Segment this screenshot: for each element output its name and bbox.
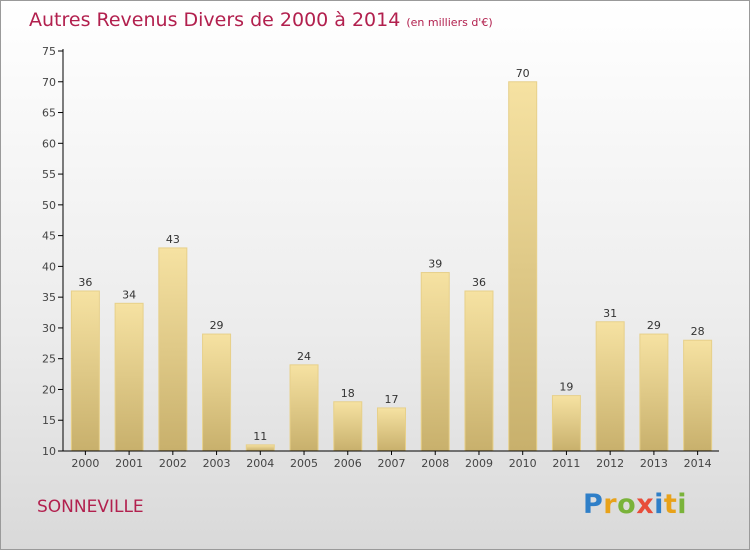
value-label-2013: 29 bbox=[647, 319, 661, 332]
x-tick-label-2005: 2005 bbox=[290, 457, 318, 470]
x-tick-label-2006: 2006 bbox=[334, 457, 362, 470]
y-tick-label-35: 35 bbox=[42, 291, 56, 304]
x-tick-label-2011: 2011 bbox=[552, 457, 580, 470]
bar-2005 bbox=[289, 364, 319, 452]
value-label-2001: 34 bbox=[122, 288, 136, 301]
x-tick-label-2007: 2007 bbox=[378, 457, 406, 470]
city-name: SONNEVILLE bbox=[37, 497, 144, 517]
bar-2004 bbox=[245, 444, 275, 452]
bar-2002 bbox=[158, 247, 188, 452]
y-tick-label-40: 40 bbox=[42, 260, 56, 273]
value-label-2004: 11 bbox=[253, 430, 267, 443]
y-tick-label-75: 75 bbox=[42, 45, 56, 58]
bar-2011 bbox=[551, 395, 581, 452]
x-tick-label-2012: 2012 bbox=[596, 457, 624, 470]
x-tick-label-2001: 2001 bbox=[115, 457, 143, 470]
bar-2003 bbox=[202, 333, 232, 452]
y-tick-label-10: 10 bbox=[42, 445, 56, 458]
x-tick-label-2013: 2013 bbox=[640, 457, 668, 470]
x-tick-label-2003: 2003 bbox=[203, 457, 231, 470]
x-tick-label-2009: 2009 bbox=[465, 457, 493, 470]
y-tick-label-70: 70 bbox=[42, 76, 56, 89]
value-label-2011: 19 bbox=[559, 381, 573, 394]
x-tick-label-2014: 2014 bbox=[684, 457, 712, 470]
x-tick-label-2008: 2008 bbox=[421, 457, 449, 470]
y-tick-label-55: 55 bbox=[42, 168, 56, 181]
value-label-2012: 31 bbox=[603, 307, 617, 320]
bar-2010 bbox=[508, 81, 538, 452]
bars-group: 36 34 43 29 11 24 18 17 39 36 70 19 31 29 28 bbox=[70, 67, 713, 452]
y-tick-label-15: 15 bbox=[42, 414, 56, 427]
value-label-2010: 70 bbox=[516, 67, 530, 80]
bar-2006 bbox=[333, 401, 363, 452]
x-tick-label-2000: 2000 bbox=[71, 457, 99, 470]
chart-title-unit: (en milliers d'€) bbox=[406, 16, 493, 29]
bar-2000 bbox=[70, 290, 100, 452]
x-tick-label-2010: 2010 bbox=[509, 457, 537, 470]
chart-title-main: Autres Revenus Divers de 2000 à 2014 bbox=[29, 9, 401, 31]
value-label-2003: 29 bbox=[210, 319, 224, 332]
proxiti-logo: Proxiti bbox=[583, 489, 688, 520]
bar-2009 bbox=[464, 290, 494, 452]
value-label-2005: 24 bbox=[297, 350, 311, 363]
y-tick-label-25: 25 bbox=[42, 353, 56, 366]
y-tick-label-20: 20 bbox=[42, 383, 56, 396]
value-label-2007: 17 bbox=[385, 393, 399, 406]
y-tick-label-50: 50 bbox=[42, 199, 56, 212]
y-tick-label-45: 45 bbox=[42, 230, 56, 243]
x-tick-label-2004: 2004 bbox=[246, 457, 274, 470]
value-label-2002: 43 bbox=[166, 233, 180, 246]
y-tick-label-65: 65 bbox=[42, 107, 56, 120]
axes-group: 2000 2001 2002 2003 2004 2005 2006 2007 2008 2009… bbox=[42, 45, 719, 470]
value-label-2009: 36 bbox=[472, 276, 486, 289]
value-label-2008: 39 bbox=[428, 258, 442, 271]
x-tick-label-2002: 2002 bbox=[159, 457, 187, 470]
bar-2014 bbox=[683, 339, 713, 452]
bar-2007 bbox=[377, 407, 406, 452]
bar-2001 bbox=[114, 302, 144, 452]
y-tick-label-30: 30 bbox=[42, 322, 56, 335]
value-label-2014: 28 bbox=[691, 325, 705, 338]
bar-2012 bbox=[595, 321, 625, 452]
value-label-2006: 18 bbox=[341, 387, 355, 400]
chart-title: Autres Revenus Divers de 2000 à 2014 (en … bbox=[29, 9, 493, 31]
y-tick-label-60: 60 bbox=[42, 137, 56, 150]
bar-2013 bbox=[639, 333, 669, 452]
value-label-2000: 36 bbox=[78, 276, 92, 289]
bar-2008 bbox=[420, 272, 450, 452]
